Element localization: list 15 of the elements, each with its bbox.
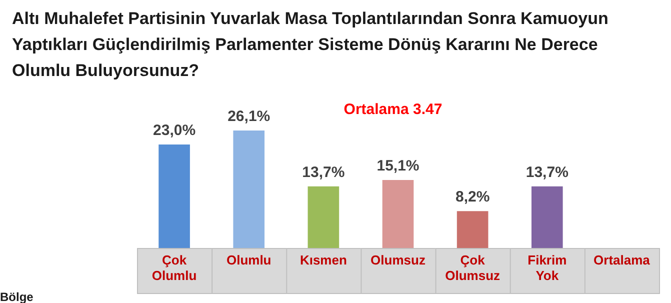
x-tick-label: Olumlu: [226, 252, 272, 268]
x-tick-label: Çok Olumlu: [152, 252, 197, 283]
x-tick-label: Kısmen: [300, 252, 347, 268]
data-label: 8,2%: [455, 188, 490, 206]
x-tick-label: Çok Olumsuz: [445, 252, 501, 283]
x-tick-label: Ortalama: [594, 252, 651, 268]
data-label: 13,7%: [302, 164, 345, 181]
text: Ortalama 3.47: [344, 101, 442, 118]
data-label: 26,1%: [228, 108, 270, 126]
data-label: 13,7%: [526, 164, 568, 181]
chart-title: Altı Muhalefet Partisinin Yuvarlak Masa Toplantılarından Sonra Kamuoyun Yaptıkları Güçlendirilmiş Parlamenter Sisteme Dönüş Kararını Ne Derece Olumlu Buluyorsunuz?: [12, 8, 610, 82]
x-tick-label: Olumsuz: [370, 252, 426, 268]
data-label: 15,1%: [376, 158, 420, 175]
data-label: 23,0%: [153, 122, 196, 140]
x-tick-label: Fikrim Yok: [528, 252, 567, 283]
